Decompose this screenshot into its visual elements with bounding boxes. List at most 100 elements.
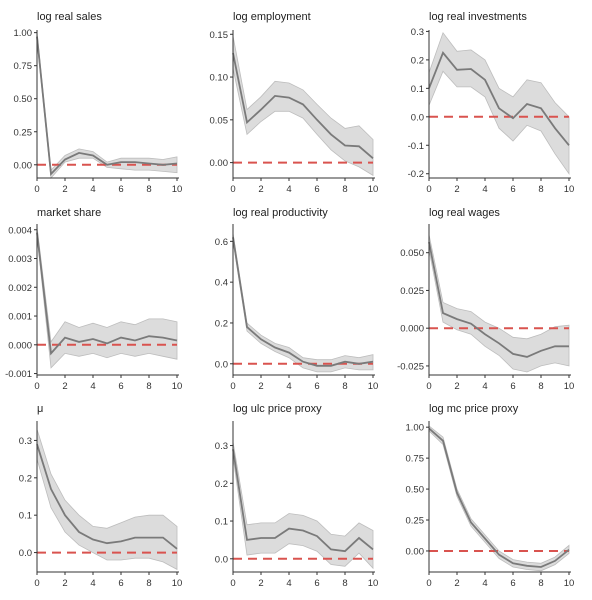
y-tick-label: -0.1 (408, 141, 424, 152)
panel-2: log employment 0.00 0.05 0.10 0.15 0 2 4 6 8 10 (210, 11, 379, 195)
panel-7: μ 0.0 0.1 0.2 0.3 0 2 4 6 8 10 (19, 403, 183, 589)
y-tick-label: 0.002 (8, 283, 32, 294)
y-tick-label: 0.3 (411, 27, 424, 38)
y-tick-label: 0.050 (400, 248, 424, 259)
x-tick-label: 4 (482, 578, 487, 589)
x-tick-label: 6 (314, 578, 319, 589)
x-tick-label: 8 (146, 381, 151, 392)
irf-line (36, 232, 178, 356)
panel-title: log real productivity (233, 207, 328, 219)
panel-title: log real wages (429, 207, 500, 219)
x-tick-label: 8 (342, 381, 347, 392)
y-tick-label: 0.15 (210, 30, 229, 41)
y-tick-label: 0.1 (215, 517, 228, 528)
x-tick-label: 4 (90, 578, 95, 589)
y-tick-label: 0.3 (215, 441, 228, 452)
irf-line (36, 36, 178, 177)
y-tick-label: -0.001 (5, 369, 32, 380)
y-tick-label: 0.6 (215, 237, 228, 248)
irf-line (232, 52, 374, 159)
x-tick-label: 10 (564, 381, 575, 392)
x-tick-label: 0 (230, 381, 235, 392)
y-tick-label: 0.000 (400, 324, 424, 335)
y-tick-label: 0.0 (215, 359, 228, 370)
x-tick-label: 6 (118, 578, 123, 589)
x-tick-label: 2 (454, 381, 459, 392)
y-tick-label: 0.0 (19, 548, 32, 559)
y-tick-label: 0.10 (210, 73, 229, 84)
y-tick-label: 0.3 (19, 436, 32, 447)
panel-title: log employment (233, 11, 311, 23)
x-tick-label: 4 (286, 381, 291, 392)
y-tick-label: 0.2 (215, 318, 228, 329)
x-tick-label: 8 (342, 184, 347, 195)
x-tick-label: 0 (426, 578, 431, 589)
panel-3: log real investments -0.2 -0.1 0.0 0.1 0.2 0.3… (408, 11, 575, 195)
x-tick-label: 8 (146, 578, 151, 589)
panel-title: log real investments (429, 11, 527, 23)
x-tick-label: 10 (368, 184, 379, 195)
y-tick-label: 0.4 (215, 278, 228, 289)
y-tick-label: 0.25 (406, 516, 425, 527)
panel-title: market share (37, 207, 101, 219)
irf-line (428, 241, 569, 358)
panel-8: log ulc price proxy 0.0 0.1 0.2 0.3 0 2 4 6 8 10 (215, 403, 379, 589)
x-tick-label: 0 (426, 381, 431, 392)
y-tick-label: 0.05 (210, 115, 229, 126)
y-tick-label: 0.000 (8, 340, 32, 351)
x-tick-label: 2 (454, 184, 459, 195)
x-tick-label: 2 (62, 381, 67, 392)
panel-4: market share -0.001 0.000 0.001 0.002 0.003 0.… (5, 207, 182, 392)
x-tick-label: 0 (426, 184, 431, 195)
x-tick-label: 0 (34, 184, 39, 195)
x-tick-label: 10 (564, 184, 575, 195)
confidence-band (428, 31, 570, 175)
x-tick-label: 4 (482, 381, 487, 392)
y-tick-label: 0.75 (14, 61, 33, 72)
x-tick-label: 4 (286, 184, 291, 195)
x-tick-label: 10 (172, 381, 183, 392)
x-tick-label: 0 (34, 381, 39, 392)
x-tick-label: 0 (230, 578, 235, 589)
y-tick-label: 0.00 (210, 158, 229, 169)
panel-6: log real wages -0.025 0.000 0.025 0.050 0 2 4 6 8… (397, 207, 574, 392)
x-tick-label: 0 (34, 578, 39, 589)
y-tick-label: 0.004 (8, 225, 32, 236)
x-tick-label: 4 (90, 381, 95, 392)
y-tick-label: 0.2 (19, 473, 32, 484)
y-tick-label: 0.2 (411, 55, 424, 66)
x-tick-label: 4 (286, 578, 291, 589)
y-tick-label: 1.00 (14, 28, 33, 39)
confidence-band (36, 226, 178, 369)
x-tick-label: 8 (538, 381, 543, 392)
irf-line (428, 51, 570, 146)
y-tick-label: 0.1 (411, 84, 424, 95)
x-tick-label: 10 (564, 578, 575, 589)
confidence-band (428, 234, 570, 373)
x-tick-label: 6 (510, 578, 515, 589)
confidence-band (428, 425, 570, 572)
x-tick-label: 4 (90, 184, 95, 195)
y-tick-label: 0.0 (411, 112, 424, 123)
y-tick-label: 0.2 (215, 479, 228, 490)
x-tick-label: 2 (62, 184, 67, 195)
x-tick-label: 6 (314, 184, 319, 195)
y-tick-label: 0.1 (19, 511, 32, 522)
irf-line (232, 449, 374, 553)
irf-line (428, 427, 570, 568)
x-tick-label: 4 (482, 184, 487, 195)
x-tick-label: 0 (230, 184, 235, 195)
panel-9: log mc price proxy 0.00 0.25 0.50 0.75 1.00 0 2… (406, 403, 575, 589)
irf-line (232, 237, 374, 367)
y-tick-label: 0.00 (406, 546, 425, 557)
y-tick-label: 0.001 (8, 312, 32, 323)
y-tick-label: 0.25 (14, 127, 33, 138)
irf-line (36, 443, 178, 550)
confidence-band (36, 32, 178, 179)
y-tick-label: 0.00 (14, 160, 33, 171)
x-tick-label: 2 (258, 184, 263, 195)
x-tick-label: 6 (510, 381, 515, 392)
y-tick-label: 0.003 (8, 254, 32, 265)
x-tick-label: 10 (172, 578, 183, 589)
